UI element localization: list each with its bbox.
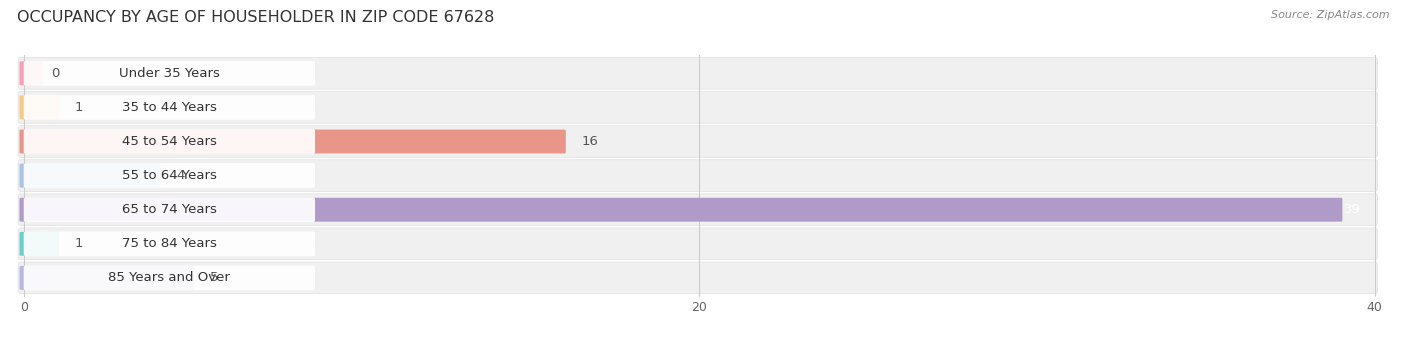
FancyBboxPatch shape	[20, 198, 1343, 222]
FancyBboxPatch shape	[18, 194, 1378, 226]
FancyBboxPatch shape	[20, 164, 160, 188]
FancyBboxPatch shape	[18, 91, 1378, 123]
FancyBboxPatch shape	[20, 130, 565, 153]
Text: 65 to 74 Years: 65 to 74 Years	[122, 203, 217, 216]
Text: 0: 0	[51, 67, 59, 80]
Text: 35 to 44 Years: 35 to 44 Years	[122, 101, 217, 114]
Text: 4: 4	[176, 169, 184, 182]
Text: Under 35 Years: Under 35 Years	[120, 67, 219, 80]
Text: OCCUPANCY BY AGE OF HOUSEHOLDER IN ZIP CODE 67628: OCCUPANCY BY AGE OF HOUSEHOLDER IN ZIP C…	[17, 10, 495, 25]
FancyBboxPatch shape	[24, 129, 315, 154]
FancyBboxPatch shape	[24, 266, 315, 290]
FancyBboxPatch shape	[20, 232, 59, 256]
Text: 5: 5	[209, 271, 218, 284]
FancyBboxPatch shape	[18, 228, 1378, 260]
FancyBboxPatch shape	[24, 163, 315, 188]
FancyBboxPatch shape	[20, 266, 194, 290]
FancyBboxPatch shape	[24, 61, 315, 86]
FancyBboxPatch shape	[24, 197, 315, 222]
Text: 45 to 54 Years: 45 to 54 Years	[122, 135, 217, 148]
Text: 55 to 64 Years: 55 to 64 Years	[122, 169, 217, 182]
Text: Source: ZipAtlas.com: Source: ZipAtlas.com	[1271, 10, 1389, 20]
Text: 1: 1	[75, 237, 83, 250]
FancyBboxPatch shape	[18, 262, 1378, 294]
FancyBboxPatch shape	[18, 58, 1378, 89]
FancyBboxPatch shape	[20, 61, 42, 85]
Text: 75 to 84 Years: 75 to 84 Years	[122, 237, 217, 250]
Text: 39: 39	[1344, 203, 1361, 216]
FancyBboxPatch shape	[24, 232, 315, 256]
FancyBboxPatch shape	[18, 160, 1378, 192]
Text: 85 Years and Over: 85 Years and Over	[108, 271, 231, 284]
FancyBboxPatch shape	[20, 95, 59, 119]
Text: 16: 16	[581, 135, 598, 148]
Text: 1: 1	[75, 101, 83, 114]
FancyBboxPatch shape	[18, 126, 1378, 158]
FancyBboxPatch shape	[24, 95, 315, 120]
